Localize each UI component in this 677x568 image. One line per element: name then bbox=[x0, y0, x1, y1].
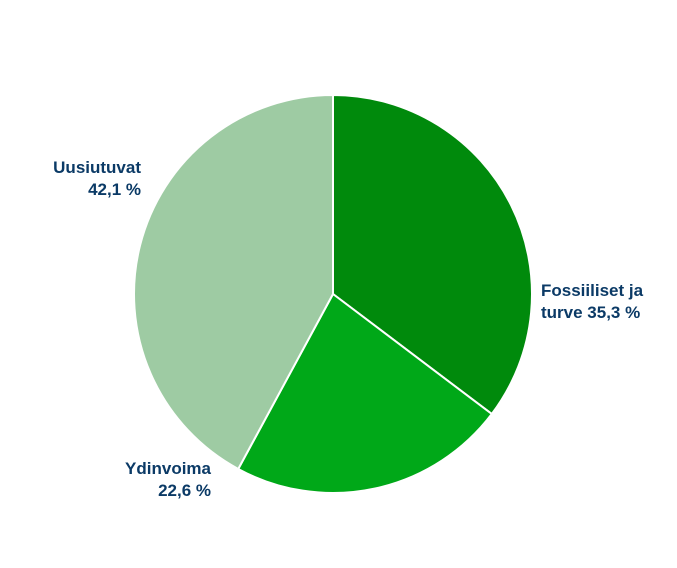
slice-label-line: Fossiiliset ja bbox=[541, 281, 644, 300]
slice-label-line: Ydinvoima bbox=[125, 459, 212, 478]
pie-slice bbox=[332, 93, 533, 416]
slice-label-line: 22,6 % bbox=[158, 481, 211, 500]
slice-label-line: Uusiutuvat bbox=[53, 158, 141, 177]
pie-slice bbox=[236, 292, 494, 494]
pie-slices bbox=[133, 93, 533, 494]
slice-label-line: turve 35,3 % bbox=[541, 303, 640, 322]
pie-labels: Fossiiliset ja turve 35,3 % Ydinvoima 22,6 … bbox=[53, 158, 643, 500]
slice-label: Ydinvoima 22,6 % bbox=[125, 459, 212, 500]
slice-label: Uusiutuvat 42,1 % bbox=[53, 158, 141, 199]
pie-slice bbox=[133, 93, 334, 471]
slice-label: Fossiiliset ja turve 35,3 % bbox=[541, 281, 644, 322]
slice-label-line: 42,1 % bbox=[88, 180, 141, 199]
